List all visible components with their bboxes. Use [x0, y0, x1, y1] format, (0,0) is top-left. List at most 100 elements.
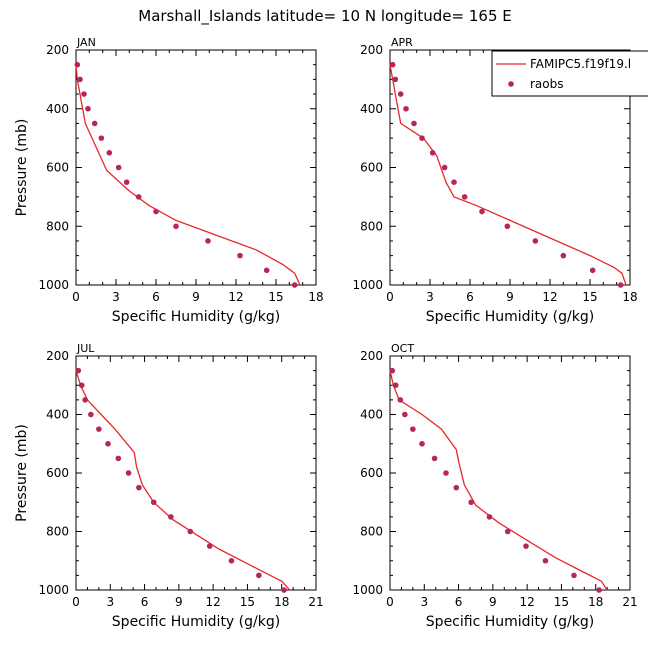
- obs-point: [419, 135, 425, 141]
- y-tick-label: 200: [360, 349, 383, 363]
- y-axis-label: Pressure (mb): [14, 119, 30, 217]
- obs-point: [91, 120, 98, 127]
- y-tick-label: 600: [360, 161, 383, 175]
- obs-point: [453, 484, 460, 491]
- obs-point: [206, 543, 213, 549]
- x-tick-label: 3: [426, 290, 434, 304]
- obs-point: [542, 557, 549, 564]
- obs-point: [431, 455, 438, 462]
- x-tick-label: 9: [175, 595, 183, 609]
- obs-point: [205, 238, 211, 244]
- legend: FAMIPC5.f19f19.l raobs: [491, 50, 648, 97]
- obs-point: [451, 179, 457, 185]
- x-tick-label: 0: [386, 595, 394, 609]
- x-axis-label: Specific Humidity (g/kg): [112, 614, 280, 630]
- y-tick-label: 800: [360, 525, 383, 539]
- plot-frame: [389, 355, 631, 591]
- obs-point: [532, 238, 539, 244]
- x-tick-label: 9: [506, 290, 514, 304]
- obs-point: [78, 382, 85, 389]
- obs-point: [98, 135, 105, 141]
- obs-point: [560, 252, 567, 259]
- obs-point: [237, 252, 243, 259]
- obs-point: [596, 587, 602, 593]
- y-tick-label: 600: [46, 466, 69, 480]
- obs-point: [419, 440, 425, 447]
- obs-point: [392, 76, 399, 83]
- obs-point: [75, 367, 82, 374]
- obs-point: [187, 528, 194, 535]
- y-tick-label: 200: [46, 349, 69, 363]
- obs-point: [77, 76, 83, 83]
- x-tick-label: 15: [582, 290, 597, 304]
- obs-point: [115, 164, 122, 171]
- obs-point: [82, 397, 88, 403]
- obs-point: [397, 91, 404, 97]
- obs-point: [589, 267, 596, 274]
- model-line: [75, 64, 301, 286]
- plot-frame: [75, 355, 317, 591]
- x-tick-label: 18: [274, 595, 289, 609]
- x-tick-label: 3: [420, 595, 428, 609]
- panel-label: APR: [391, 36, 413, 49]
- x-tick-label: 15: [268, 290, 283, 304]
- obs-point: [571, 572, 577, 579]
- obs-point: [153, 208, 159, 215]
- y-axis-label: Pressure (mb): [14, 424, 30, 522]
- x-tick-label: 15: [554, 595, 569, 609]
- obs-point: [403, 105, 409, 112]
- obs-point: [106, 150, 113, 156]
- obs-point: [617, 282, 624, 288]
- obs-point: [228, 557, 235, 564]
- obs-point: [150, 499, 157, 506]
- obs-point: [96, 426, 102, 432]
- figure-title: Marshall_Islands latitude= 10 N longitud…: [138, 7, 511, 26]
- x-axis-label: Specific Humidity (g/kg): [426, 309, 594, 325]
- y-tick-label: 200: [360, 43, 383, 57]
- x-axis-label: Specific Humidity (g/kg): [112, 309, 280, 325]
- model-line: [75, 370, 291, 591]
- obs-point: [85, 105, 91, 112]
- obs-point: [115, 455, 122, 462]
- y-tick-label: 400: [360, 102, 383, 116]
- obs-point: [402, 411, 408, 418]
- legend-box: [491, 50, 648, 97]
- obs-point: [125, 470, 132, 476]
- x-tick-label: 12: [228, 290, 243, 304]
- legend-model-label: FAMIPC5.f19f19.l: [530, 57, 631, 71]
- y-tick-label: 600: [360, 466, 383, 480]
- obs-point: [256, 572, 262, 579]
- obs-point: [88, 411, 94, 418]
- panel-label: JAN: [76, 36, 96, 49]
- obs-point: [411, 120, 417, 127]
- legend-obs-label: raobs: [530, 77, 564, 91]
- obs-point: [486, 514, 493, 520]
- x-tick-label: 6: [141, 595, 149, 609]
- obs-point: [136, 484, 142, 491]
- obs-point: [429, 150, 436, 156]
- obs-point: [123, 179, 130, 185]
- panel-label: OCT: [391, 342, 414, 355]
- x-tick-label: 21: [308, 595, 323, 609]
- y-tick-label: 600: [46, 161, 69, 175]
- obs-point: [468, 499, 474, 506]
- x-tick-label: 0: [386, 290, 394, 304]
- y-tick-label: 400: [360, 408, 383, 422]
- obs-point: [81, 91, 87, 97]
- x-tick-label: 6: [455, 595, 463, 609]
- legend-obs-swatch: [508, 81, 514, 87]
- model-line: [389, 64, 627, 286]
- plot-frame: [75, 49, 317, 286]
- x-tick-label: 12: [542, 290, 557, 304]
- obs-point: [389, 61, 396, 68]
- obs-point: [263, 267, 270, 274]
- x-tick-label: 15: [240, 595, 255, 609]
- obs-point: [392, 382, 399, 389]
- obs-point: [397, 397, 404, 403]
- obs-point: [135, 194, 142, 200]
- obs-point: [291, 282, 298, 288]
- x-tick-label: 0: [72, 595, 80, 609]
- obs-point: [479, 208, 485, 215]
